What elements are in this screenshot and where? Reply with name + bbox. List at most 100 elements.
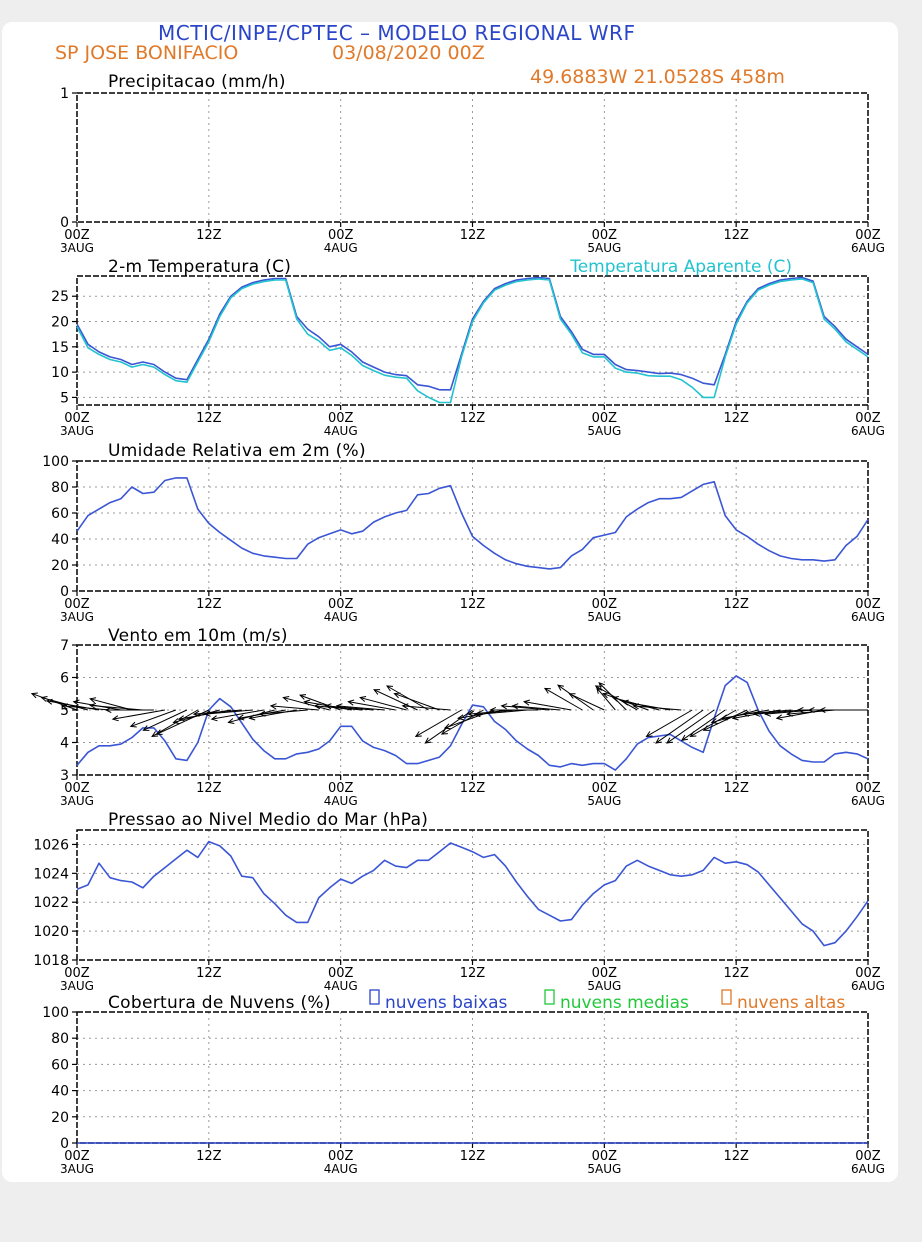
y-tick-label: 1024 xyxy=(33,866,69,882)
wind-arrowhead xyxy=(172,718,180,724)
y-tick-label: 1022 xyxy=(33,895,69,911)
y-tick-label: 15 xyxy=(51,340,69,356)
x-tick-label: 12Z xyxy=(196,228,222,243)
wind-vector xyxy=(474,709,528,716)
y-tick-label: 10 xyxy=(51,365,69,381)
wind-vector xyxy=(348,701,396,711)
y-tick-label: 20 xyxy=(51,1110,69,1126)
wind-arrowhead xyxy=(753,710,761,717)
wind-vector xyxy=(703,709,748,731)
x-tick-label: 00Z xyxy=(855,411,881,426)
y-tick-label: 80 xyxy=(51,1031,69,1047)
wind-arrowhead xyxy=(155,729,163,735)
wind-arrowhead xyxy=(210,715,218,722)
x-tick-label: 12Z xyxy=(460,781,486,796)
wind-arrowhead xyxy=(177,715,185,722)
wind-vector xyxy=(681,709,726,741)
x-tick-label: 12Z xyxy=(723,781,749,796)
wind-arrowhead xyxy=(192,710,200,717)
x-tick-date: 3AUG xyxy=(60,424,94,438)
wind-arrowhead xyxy=(269,703,277,710)
x-tick-date: 5AUG xyxy=(587,979,621,993)
wind-vector xyxy=(193,709,242,715)
wind-arrowhead xyxy=(299,694,307,700)
y-tick-label: 100 xyxy=(42,454,69,470)
x-tick-date: 5AUG xyxy=(587,794,621,808)
y-tick-label: 0 xyxy=(60,584,69,600)
wind-arrowhead xyxy=(645,731,653,737)
x-tick-date: 3AUG xyxy=(60,610,94,624)
wind-arrowhead xyxy=(655,737,662,744)
wind-vector xyxy=(557,684,594,711)
legend-swatch xyxy=(369,989,380,1005)
wind-arrowhead xyxy=(557,684,564,691)
wind-arrowhead xyxy=(258,710,266,717)
wind-arrowhead xyxy=(303,699,311,706)
x-tick-label: 12Z xyxy=(723,966,749,981)
wind-vector xyxy=(646,709,693,737)
run-date: 03/08/2020 00Z xyxy=(332,42,485,64)
wind-arrowhead xyxy=(594,685,602,692)
station-coords: 49.6883W 21.0528S 458m xyxy=(530,66,785,88)
wind-vector xyxy=(151,709,199,737)
x-tick-label: 00Z xyxy=(64,781,90,796)
y-tick-label: 100 xyxy=(42,1005,69,1021)
wind-vector xyxy=(655,709,704,744)
wind-arrowhead xyxy=(151,731,159,737)
wind-arrowhead xyxy=(424,737,432,744)
wind-arrowhead xyxy=(443,723,451,730)
wind-arrowhead xyxy=(30,692,38,699)
wind-arrowhead xyxy=(414,731,422,737)
y-tick-label: 5 xyxy=(60,390,69,406)
page-title: MCTIC/INPE/CPTEC – MODELO REGIONAL WRF xyxy=(158,21,636,45)
x-tick-label: 12Z xyxy=(723,228,749,243)
x-tick-label: 00Z xyxy=(64,411,90,426)
wind-arrowhead xyxy=(104,706,112,714)
y-tick-label: 1020 xyxy=(33,924,69,940)
legend-label: nuvens altas xyxy=(737,993,845,1013)
x-tick-label: 00Z xyxy=(855,781,881,796)
x-tick-date: 6AUG xyxy=(851,610,885,624)
wind-arrowhead xyxy=(807,706,815,714)
wind-arrowhead xyxy=(602,692,610,699)
y-tick-label: 40 xyxy=(51,532,69,548)
plot-frame xyxy=(76,275,869,406)
wind-arrowhead xyxy=(386,685,394,692)
x-tick-date: 5AUG xyxy=(587,610,621,624)
wind-arrowhead xyxy=(72,699,80,706)
x-tick-label: 00Z xyxy=(855,228,881,243)
x-tick-label: 12Z xyxy=(460,597,486,612)
wind-arrowhead xyxy=(393,692,401,699)
wind-arrowhead xyxy=(666,737,673,744)
wind-vector xyxy=(204,709,253,715)
wind-arrowhead xyxy=(621,699,629,706)
legend-label: nuvens medias xyxy=(560,993,689,1013)
x-tick-label: 12Z xyxy=(196,781,222,796)
x-tick-date: 3AUG xyxy=(60,1162,94,1176)
y-tick-label: 5 xyxy=(60,703,69,719)
wind-arrowhead xyxy=(457,714,465,721)
x-tick-label: 00Z xyxy=(855,966,881,981)
x-tick-date: 4AUG xyxy=(324,1162,358,1176)
wind-vector xyxy=(524,701,572,711)
wind-arrowhead xyxy=(568,693,576,699)
wind-arrowhead xyxy=(227,718,235,724)
wind-arrowhead xyxy=(611,696,619,702)
wind-arrowhead xyxy=(313,703,321,710)
wind-arrowhead xyxy=(522,699,531,706)
x-tick-label: 00Z xyxy=(328,597,354,612)
x-tick-label: 00Z xyxy=(855,1149,881,1164)
series-line xyxy=(76,840,869,947)
x-tick-label: 12Z xyxy=(460,228,486,243)
wind-arrowhead xyxy=(248,714,256,721)
wind-arrowhead xyxy=(473,711,481,718)
wind-vector xyxy=(633,705,682,711)
y-tick-label: 1018 xyxy=(33,953,69,969)
wind-arrowhead xyxy=(689,731,697,737)
panel-title: Cobertura de Nuvens (%) xyxy=(108,993,331,1013)
wind-vector xyxy=(402,705,451,711)
wind-vector xyxy=(569,693,605,711)
x-tick-date: 4AUG xyxy=(324,241,358,255)
